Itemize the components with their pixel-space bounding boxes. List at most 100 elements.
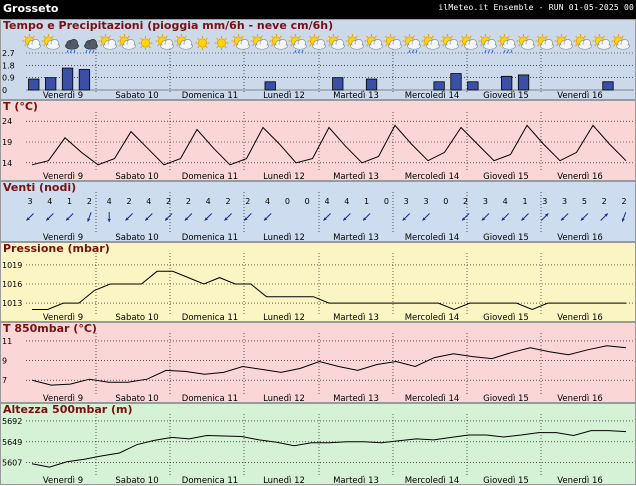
precip-bar (45, 77, 57, 91)
wind-speed-value: 1 (522, 197, 527, 206)
wind-arrow-head (264, 217, 268, 221)
t850-day-label: Martedì 13 (333, 394, 379, 404)
cloud-fill (66, 44, 78, 49)
wind-arrow-head (545, 213, 549, 217)
wind-arrow-icon (125, 213, 133, 221)
wind-arrow-icon (461, 213, 470, 221)
wind-arrow-head (402, 217, 406, 221)
temp-panel-bg (0, 100, 636, 181)
wind-arrow-head (46, 217, 50, 221)
sun-ray (602, 35, 605, 38)
sun-ray (507, 35, 510, 38)
sun-cloud-icon (573, 34, 592, 50)
precip-day-label: Giovedì 15 (483, 91, 529, 101)
sun-ray (374, 35, 377, 38)
sun-ray (43, 44, 46, 47)
wind-day-label: Domenica 11 (182, 233, 238, 243)
t850-title: T 850mbar (°C) (3, 322, 97, 335)
sun-ray (412, 35, 415, 38)
wind-day-label: Giovedì 15 (483, 233, 529, 243)
sun-ray (366, 44, 369, 47)
wind-speed-value: 3 (27, 197, 32, 206)
precip-day-label: Mercoledì 14 (405, 91, 460, 101)
wind-arrow-icon (481, 213, 490, 221)
t850-series-line (31, 345, 627, 386)
sun-ray (583, 35, 586, 38)
rain-drop (294, 49, 297, 54)
wind-arrow-icon (224, 213, 232, 221)
temp-day-label: Mercoledì 14 (405, 172, 460, 182)
t850-day-label: Venerdì 9 (43, 394, 83, 404)
pressure-ytick: 1016 (2, 280, 22, 289)
wind-arrow-icon (65, 213, 74, 221)
sun-ray (385, 35, 388, 38)
temp-series-line (31, 124, 627, 166)
sun-ray (545, 35, 548, 38)
sun-ray (100, 35, 103, 38)
precip-day-label: Sabato 10 (115, 91, 158, 101)
sun-cloud-icon (516, 34, 535, 50)
sun-ray (127, 35, 130, 38)
sun-ray (461, 35, 464, 38)
sun-cloud-icon (307, 34, 326, 50)
precip-ytick: 1.8 (2, 61, 15, 70)
cloud-fill (294, 44, 306, 49)
cloud-fill (389, 44, 401, 49)
pressure-ytick: 1019 (2, 261, 22, 270)
wind-arrow-head (184, 217, 189, 221)
precip-day-label: Venerdì 16 (557, 91, 603, 101)
pressure-day-label: Sabato 10 (115, 313, 158, 323)
sun-ray (43, 35, 46, 38)
sun-ray (241, 35, 244, 38)
rain-drop (92, 49, 95, 54)
cloud-fill (332, 44, 344, 49)
sun-ray (328, 35, 331, 38)
sun-cloud-icon (440, 34, 459, 50)
sun-ray (51, 35, 54, 38)
precip-bar (467, 81, 479, 91)
wind-arrow-head (224, 217, 228, 221)
wind-arrow-icon (560, 213, 569, 221)
sun-ray (176, 44, 179, 47)
sun-ray (157, 44, 160, 47)
precip-bar (78, 69, 91, 91)
sun-ray (290, 44, 293, 47)
wind-speed-value: 4 (324, 197, 329, 206)
cloud-fill (85, 44, 97, 49)
location-title: Grosseto (3, 2, 59, 15)
t850-ytick: 11 (2, 337, 12, 346)
precip-day-label: Lunedì 12 (263, 91, 305, 101)
sun-ray (431, 35, 434, 38)
cloud-fill (313, 44, 325, 49)
wind-title: Venti (nodi) (3, 181, 76, 194)
cloud-fill (560, 44, 572, 49)
rain-drop (411, 49, 414, 54)
sun-ray (575, 44, 578, 47)
wind-speed-value: 3 (423, 197, 428, 206)
sun-cloud-icon (269, 34, 288, 50)
wind-arrow-head (343, 217, 347, 221)
sun-cloud-icon (155, 34, 174, 50)
wind-arrow-head (604, 213, 608, 217)
wind-speed-value: 3 (562, 197, 567, 206)
sun-ray (518, 35, 521, 38)
sun-ray (461, 44, 464, 47)
header-bar: Grosseto ilMeteo.it Ensemble - RUN 01-05… (0, 0, 636, 19)
sun-disc (140, 38, 151, 48)
sun-ray (148, 46, 151, 49)
sun-ray (252, 44, 255, 47)
wind-arrow-head (580, 217, 585, 221)
wind-speed-value: 4 (344, 197, 349, 206)
wind-arrow-head (521, 217, 525, 221)
t850-day-label: Sabato 10 (115, 394, 158, 404)
precip-ytick: 0.9 (2, 74, 15, 83)
wind-arrow-head (244, 217, 248, 221)
precip-day-label: Martedì 13 (333, 91, 379, 101)
wind-day-label: Venerdì 16 (557, 233, 603, 243)
cloud-fill (47, 44, 59, 49)
wind-arrow-icon (600, 213, 609, 221)
precip-bar (332, 77, 344, 91)
wind-speed-value: 3 (483, 197, 488, 206)
z500-title: Altezza 500mbar (m) (3, 403, 133, 416)
